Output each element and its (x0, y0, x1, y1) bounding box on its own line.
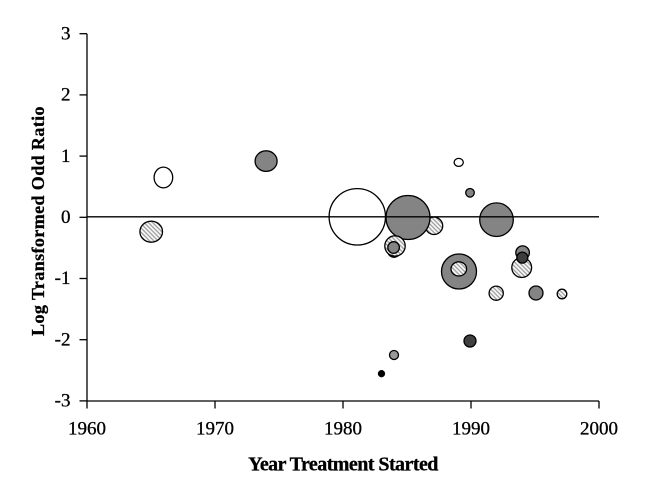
svg-text:1970: 1970 (196, 419, 234, 440)
svg-text:-2: -2 (55, 329, 71, 350)
svg-text:1: 1 (61, 146, 71, 167)
svg-text:1990: 1990 (452, 419, 490, 440)
svg-text:3: 3 (61, 23, 71, 44)
svg-text:Year Treatment Started: Year Treatment Started (248, 454, 438, 476)
svg-text:2000: 2000 (580, 419, 618, 440)
svg-text:-3: -3 (55, 391, 71, 412)
svg-text:Log Transformed Odd Ratio: Log Transformed Odd Ratio (28, 106, 48, 336)
svg-text:0: 0 (61, 207, 71, 228)
svg-text:1980: 1980 (324, 419, 362, 440)
svg-text:2: 2 (61, 85, 71, 106)
svg-text:-1: -1 (55, 268, 71, 289)
svg-text:1960: 1960 (68, 419, 106, 440)
